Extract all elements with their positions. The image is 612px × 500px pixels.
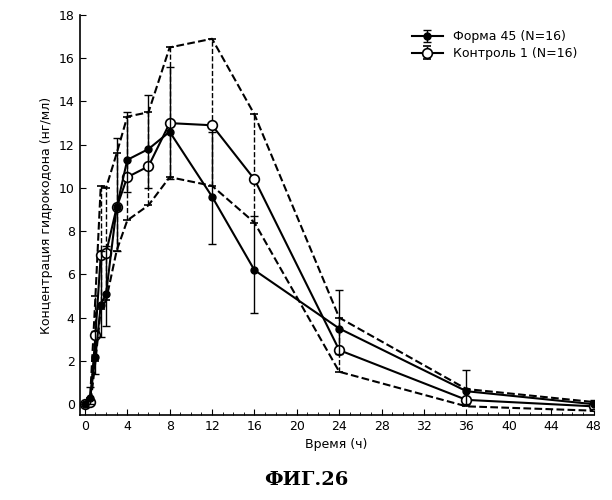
Text: ФИГ.26: ФИГ.26 [264,471,348,489]
Legend: Форма 45 (N=16), Контроль 1 (N=16): Форма 45 (N=16), Контроль 1 (N=16) [406,25,582,65]
X-axis label: Время (ч): Время (ч) [305,438,368,452]
Y-axis label: Концентрация гидрокодона (нг/мл): Концентрация гидрокодона (нг/мл) [40,96,53,334]
